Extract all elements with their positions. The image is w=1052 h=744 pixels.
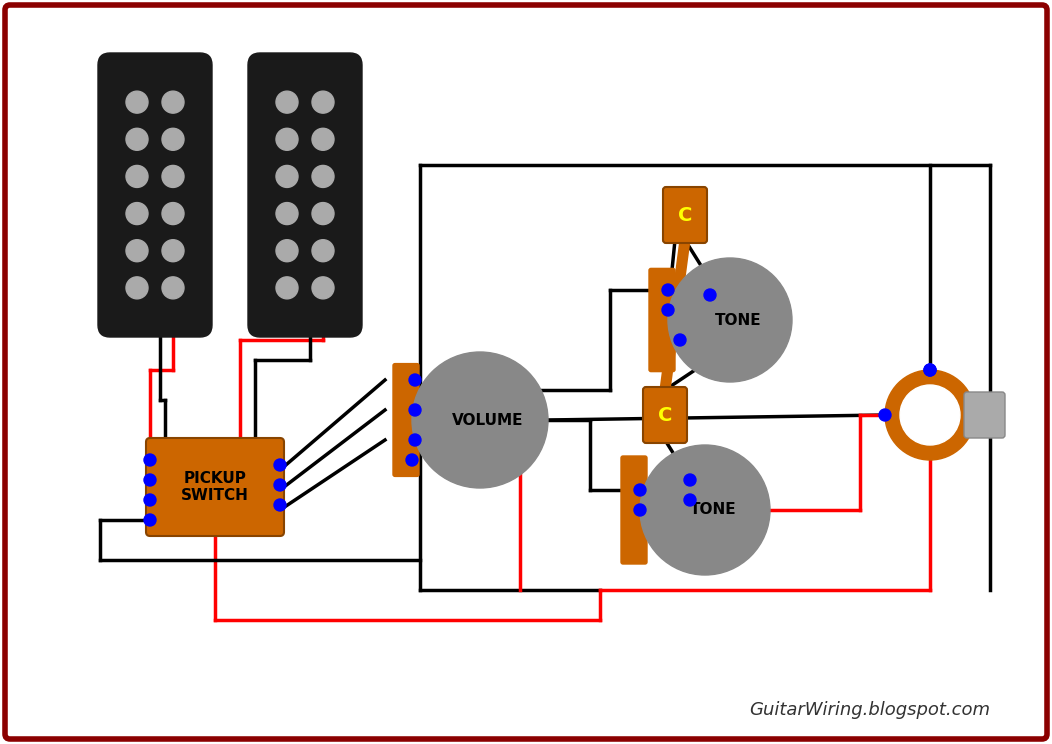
Circle shape [312,92,333,113]
Circle shape [312,277,333,299]
Circle shape [144,454,156,466]
Circle shape [924,364,936,376]
Circle shape [409,404,421,416]
FancyBboxPatch shape [98,53,213,337]
Circle shape [274,459,286,471]
Circle shape [162,240,184,262]
Circle shape [662,284,674,296]
Circle shape [684,474,696,486]
Circle shape [162,128,184,150]
Circle shape [276,277,298,299]
Text: C: C [677,205,692,225]
Circle shape [126,202,148,225]
Text: PICKUP
SWITCH: PICKUP SWITCH [181,471,249,503]
Circle shape [126,240,148,262]
Circle shape [276,92,298,113]
Text: TONE: TONE [690,502,736,518]
Circle shape [409,434,421,446]
Circle shape [312,165,333,187]
Circle shape [406,454,418,466]
Circle shape [126,92,148,113]
Circle shape [144,494,156,506]
Circle shape [162,277,184,299]
FancyBboxPatch shape [964,392,1005,438]
Circle shape [684,494,696,506]
Circle shape [885,370,975,460]
Circle shape [640,445,770,575]
Circle shape [126,165,148,187]
FancyBboxPatch shape [393,364,419,476]
Circle shape [634,484,646,496]
Circle shape [634,504,646,516]
Circle shape [662,304,674,316]
Circle shape [668,258,792,382]
Text: TONE: TONE [714,312,762,327]
Circle shape [274,499,286,511]
FancyBboxPatch shape [663,187,707,243]
FancyBboxPatch shape [649,269,675,371]
FancyBboxPatch shape [146,438,284,536]
FancyBboxPatch shape [621,456,647,564]
Circle shape [879,409,891,421]
Circle shape [276,240,298,262]
Circle shape [126,128,148,150]
Circle shape [162,202,184,225]
Circle shape [162,165,184,187]
Circle shape [274,479,286,491]
Circle shape [276,128,298,150]
Circle shape [312,240,333,262]
Circle shape [276,165,298,187]
Circle shape [924,364,936,376]
Circle shape [126,277,148,299]
Text: VOLUME: VOLUME [452,412,524,428]
Circle shape [704,289,716,301]
Circle shape [312,202,333,225]
FancyBboxPatch shape [248,53,362,337]
Circle shape [901,385,960,445]
Text: C: C [658,405,672,425]
Text: GuitarWiring.blogspot.com: GuitarWiring.blogspot.com [749,701,991,719]
Circle shape [412,352,548,488]
Circle shape [144,514,156,526]
Circle shape [312,128,333,150]
Circle shape [162,92,184,113]
Circle shape [674,334,686,346]
Circle shape [276,202,298,225]
FancyBboxPatch shape [643,387,687,443]
Circle shape [409,374,421,386]
Circle shape [144,474,156,486]
